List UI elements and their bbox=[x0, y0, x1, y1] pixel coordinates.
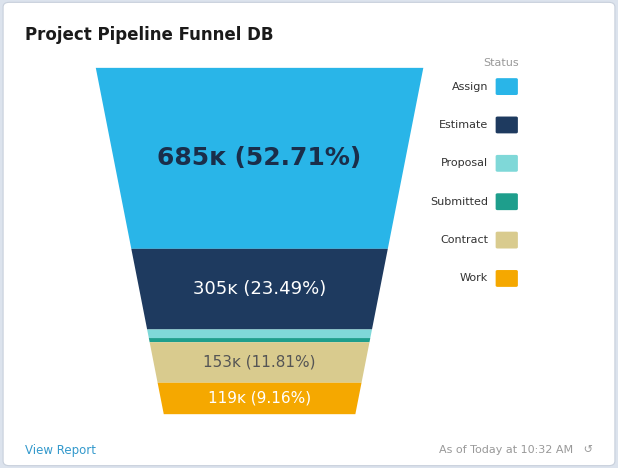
Text: Submitted: Submitted bbox=[430, 197, 488, 207]
Text: 119ĸ (9.16%): 119ĸ (9.16%) bbox=[208, 391, 311, 406]
Text: View Report: View Report bbox=[25, 444, 96, 457]
FancyBboxPatch shape bbox=[496, 155, 518, 172]
FancyBboxPatch shape bbox=[496, 117, 518, 133]
FancyBboxPatch shape bbox=[3, 2, 615, 466]
Text: 153ĸ (11.81%): 153ĸ (11.81%) bbox=[203, 355, 316, 370]
FancyBboxPatch shape bbox=[496, 78, 518, 95]
Text: Status: Status bbox=[483, 58, 519, 68]
Text: Proposal: Proposal bbox=[441, 158, 488, 168]
FancyBboxPatch shape bbox=[496, 270, 518, 287]
Polygon shape bbox=[131, 249, 388, 329]
Text: Assign: Assign bbox=[452, 81, 488, 92]
Polygon shape bbox=[149, 338, 370, 342]
Polygon shape bbox=[147, 329, 372, 338]
Polygon shape bbox=[96, 68, 423, 249]
Text: Project Pipeline Funnel DB: Project Pipeline Funnel DB bbox=[25, 26, 273, 44]
Polygon shape bbox=[158, 383, 362, 414]
Text: Contract: Contract bbox=[440, 235, 488, 245]
Text: As of Today at 10:32 AM   ↺: As of Today at 10:32 AM ↺ bbox=[439, 445, 593, 455]
FancyBboxPatch shape bbox=[496, 232, 518, 249]
Text: Work: Work bbox=[460, 273, 488, 284]
Polygon shape bbox=[150, 342, 370, 383]
Text: 305ĸ (23.49%): 305ĸ (23.49%) bbox=[193, 280, 326, 298]
Text: Estimate: Estimate bbox=[439, 120, 488, 130]
Text: 685ĸ (52.71%): 685ĸ (52.71%) bbox=[158, 146, 362, 170]
FancyBboxPatch shape bbox=[496, 193, 518, 210]
